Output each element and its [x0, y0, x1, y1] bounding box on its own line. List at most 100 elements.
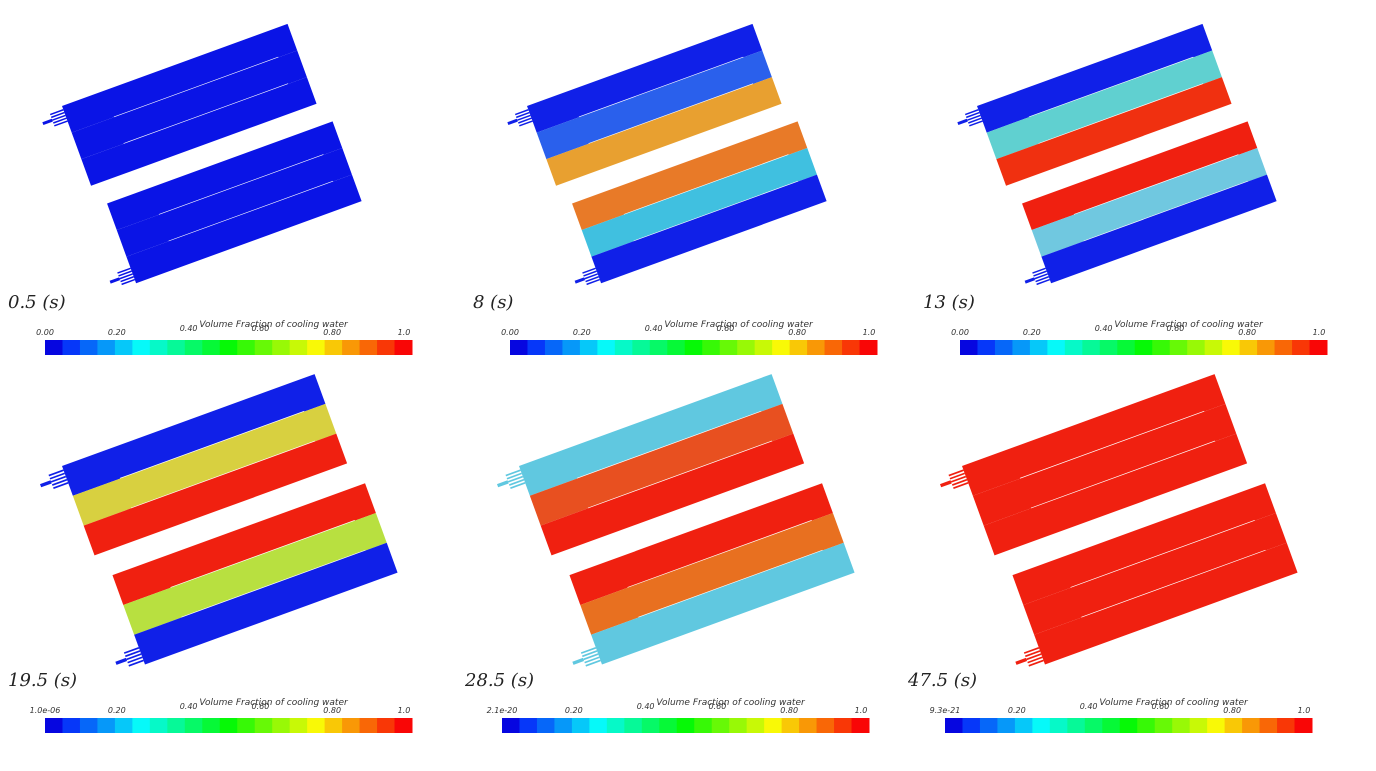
- inlet-pipe: [948, 469, 964, 477]
- colorbar-step: [114, 718, 133, 733]
- colorbar-step: [184, 340, 203, 355]
- colorbar-step: [1239, 340, 1258, 355]
- inlet-stub: [1015, 657, 1028, 665]
- inlet-pipe: [965, 111, 980, 119]
- colorbar-step: [1137, 718, 1156, 733]
- colorbar-step: [149, 340, 168, 355]
- colorbar-step: [554, 718, 573, 733]
- colorbar-step: [519, 718, 538, 733]
- inlet-stub: [496, 480, 509, 488]
- plate-stripe: [83, 433, 348, 556]
- colorbar-step: [754, 340, 773, 355]
- plate-stripe: [123, 513, 387, 635]
- inlet-pipe: [519, 120, 533, 127]
- inlet-stub: [507, 118, 518, 126]
- colorbar-step: [272, 718, 291, 733]
- inlet-pipe: [586, 278, 601, 286]
- colorbar-step: [1207, 718, 1226, 733]
- colorbar-tick-label: 9.3e-21: [930, 706, 961, 715]
- colorbar-step: [307, 340, 326, 355]
- colorbar-step: [1277, 718, 1296, 733]
- inlet-pipe: [584, 273, 598, 280]
- colorbar-step: [597, 340, 616, 355]
- inlet-pipe: [126, 653, 142, 661]
- colorbar-step: [202, 718, 221, 733]
- plate-stripe: [591, 542, 855, 665]
- colorbar-step: [132, 718, 151, 733]
- colorbar-step: [1067, 718, 1086, 733]
- colorbar-tick-label: 0.20: [1023, 328, 1041, 337]
- colorbar-step: [62, 340, 81, 355]
- colorbar-title: Volume Fraction of cooling water: [656, 698, 806, 708]
- colorbar-tick-label: 0.00: [951, 328, 969, 337]
- colorbar-step: [359, 718, 378, 733]
- plate-stripe: [961, 374, 1226, 496]
- inlet-pipe: [1033, 270, 1047, 277]
- colorbar-tick-label: 0.80: [788, 328, 806, 337]
- colorbar-step: [729, 718, 748, 733]
- colorbar-step: [1309, 340, 1328, 355]
- colorbar-step: [789, 340, 808, 355]
- colorbar-step: [1204, 340, 1223, 355]
- inlet-stub: [572, 657, 585, 665]
- colorbar-step: [834, 718, 853, 733]
- inlet-pipe: [51, 478, 68, 486]
- colorbar-step: [962, 718, 981, 733]
- colorbar-step: [764, 718, 783, 733]
- colorbar-tick-label: 0.20: [1008, 706, 1026, 715]
- colorbar-step: [641, 718, 660, 733]
- colorbar-tick-label: 0.80: [323, 328, 341, 337]
- colorbar-step: [1119, 718, 1138, 733]
- inlet-pipe: [585, 659, 601, 667]
- inlet-stub: [42, 118, 53, 126]
- colorbar-step: [649, 340, 668, 355]
- colorbar-step: [960, 340, 978, 355]
- colorbar-step: [816, 718, 835, 733]
- colorbar-step: [859, 340, 878, 355]
- inlet-pipe: [582, 650, 598, 658]
- colorbar-step: [544, 340, 563, 355]
- colorbar-step: [1259, 718, 1278, 733]
- colorbar-step: [684, 340, 703, 355]
- inlet-pipe: [580, 646, 597, 654]
- colorbar-step: [694, 718, 713, 733]
- colorbar-tick-label: 0.20: [565, 706, 583, 715]
- colorbar-step: [997, 718, 1016, 733]
- colorbar-tick-label: 0.80: [780, 706, 798, 715]
- plate-stripe: [81, 77, 317, 186]
- plate-stripe: [546, 77, 782, 186]
- colorbar-step: [1152, 340, 1171, 355]
- colorbar-tick-label: 0.40: [180, 702, 198, 711]
- inlet-pipe: [508, 478, 525, 486]
- colorbar-step: [202, 340, 221, 355]
- plate-stripe: [1022, 121, 1258, 231]
- plate-group: [507, 23, 827, 286]
- inlet-pipe: [506, 472, 522, 480]
- colorbar-step: [237, 718, 256, 733]
- colorbar-step: [711, 718, 730, 733]
- inlet-pipe: [49, 109, 64, 116]
- plate-stripe: [1041, 174, 1277, 284]
- colorbar-step: [589, 718, 608, 733]
- plate-stripe: [580, 513, 844, 635]
- colorbar-step: [219, 718, 238, 733]
- plate-stripe: [71, 50, 307, 160]
- colorbar-tick-label: 1.0: [398, 328, 411, 337]
- colorbar-step: [1257, 340, 1276, 355]
- time-label: 47.5 (s): [907, 670, 977, 691]
- colorbar-step: [114, 340, 133, 355]
- plate-stripe: [126, 174, 362, 284]
- plate-stripe: [591, 174, 827, 284]
- colorbar-step: [272, 340, 291, 355]
- inlet-stub: [574, 277, 586, 284]
- colorbar-step: [1082, 340, 1101, 355]
- inlet-pipe: [1036, 278, 1051, 286]
- inlet-pipe: [1034, 273, 1048, 280]
- colorbar-step: [799, 718, 818, 733]
- colorbar-tick-label: 0.60: [1151, 702, 1169, 711]
- colorbar-step: [527, 340, 546, 355]
- plate-stripe: [540, 433, 805, 556]
- inlet-pipe: [582, 267, 596, 274]
- inlet-stub: [1024, 277, 1036, 284]
- inlet-pipe: [52, 114, 66, 121]
